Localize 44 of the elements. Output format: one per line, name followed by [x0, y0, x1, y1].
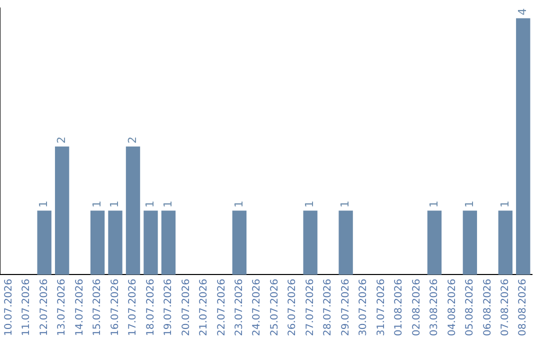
x-tick-label: 16.07.2026: [110, 278, 121, 336]
data-label: 1: [338, 200, 352, 208]
x-tick-label: 08.08.2026: [518, 278, 529, 336]
data-label: 1: [90, 200, 104, 208]
x-tick-label: 12.07.2026: [38, 278, 50, 336]
data-label: 1: [303, 200, 316, 208]
x-tick-label: 06.08.2026: [482, 278, 494, 336]
data-label: 1: [37, 200, 50, 208]
data-label: 1: [144, 200, 157, 208]
x-tick-label: 03.08.2026: [429, 278, 440, 336]
data-label: 1: [232, 200, 246, 208]
x-tick-label: 02.08.2026: [411, 278, 422, 336]
data-label: 1: [161, 200, 174, 208]
data-label: 1: [427, 200, 440, 208]
x-tick-label: 24.07.2026: [252, 278, 263, 336]
x-tick-label: 20.07.2026: [180, 278, 192, 336]
x-tick-label: 05.08.2026: [464, 278, 476, 336]
data-label: 4: [516, 8, 529, 16]
x-tick-label: 26.07.2026: [287, 278, 298, 336]
x-tick-label: 07.08.2026: [500, 278, 511, 336]
x-tick-label: 21.07.2026: [198, 278, 210, 336]
x-tick-label: 18.07.2026: [145, 278, 156, 336]
x-tick-label: 27.07.2026: [304, 278, 316, 336]
x-tick-label: 29.07.2026: [340, 278, 352, 336]
x-tick-label: 15.07.2026: [92, 278, 104, 336]
x-tick-label: 22.07.2026: [216, 278, 228, 336]
x-tick-label: 10.07.2026: [3, 278, 14, 336]
x-tick-label: 23.07.2026: [234, 278, 245, 336]
data-label: 1: [498, 200, 512, 208]
x-tick-label: 28.07.2026: [322, 278, 334, 336]
data-label: 1: [462, 200, 476, 208]
x-tick-label: 14.07.2026: [74, 278, 86, 336]
x-tick-label: 31.07.2026: [376, 278, 387, 336]
x-tick-label: 25.07.2026: [269, 278, 280, 336]
x-tick-label: 04.08.2026: [446, 278, 458, 336]
x-tick-label: 19.07.2026: [163, 278, 174, 336]
data-label: 2: [126, 136, 139, 144]
x-tick-label: 30.07.2026: [358, 278, 370, 336]
data-label: 1: [108, 200, 122, 208]
x-tick-label: 17.07.2026: [128, 278, 139, 336]
data-label: 2: [54, 136, 68, 144]
x-tick-label: 13.07.2026: [56, 278, 68, 336]
x-tick-label: 11.07.2026: [21, 278, 32, 336]
x-tick-label: 01.08.2026: [394, 278, 405, 336]
